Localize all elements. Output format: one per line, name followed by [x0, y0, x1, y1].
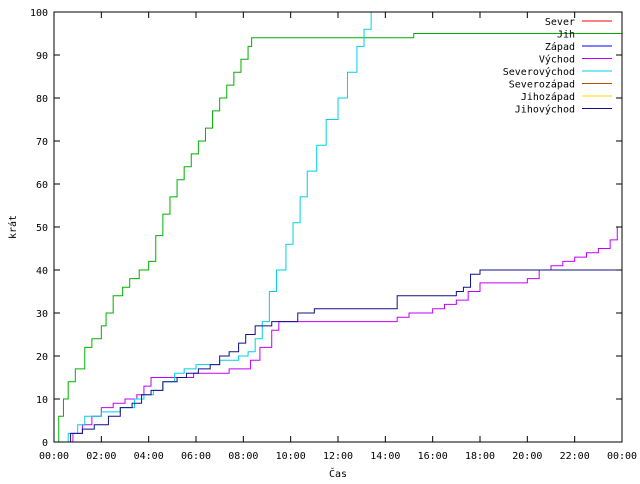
y-tick-label: 60 [36, 180, 48, 191]
x-tick-label: 14:00 [370, 451, 400, 462]
x-tick-label: 22:00 [560, 451, 590, 462]
y-tick-label: 50 [36, 223, 48, 234]
x-tick-label: 12:00 [323, 451, 353, 462]
legend-label: Východ [539, 54, 575, 66]
x-tick-label: 00:00 [607, 451, 637, 462]
series-line-Severovýchod [54, 12, 372, 442]
series-line-Jihovýchod [54, 269, 622, 442]
legend-label: Sever [545, 17, 575, 28]
x-tick-label: 10:00 [276, 451, 306, 462]
y-axis-label: krát [7, 215, 19, 239]
y-tick-label: 70 [36, 137, 48, 148]
x-tick-label: 06:00 [181, 451, 211, 462]
legend-label: Severovýchod [503, 66, 575, 78]
x-tick-label: 08:00 [228, 451, 258, 462]
x-tick-label: 00:00 [39, 451, 69, 462]
x-tick-label: 18:00 [465, 451, 495, 462]
series-group [54, 12, 622, 442]
legend-label: Jih [557, 30, 575, 41]
y-tick-label: 40 [36, 266, 48, 277]
y-tick-label: 20 [36, 352, 48, 363]
legend: Sever JihZápadVýchodSeverovýchodSeverozáp… [503, 17, 612, 116]
legend-label: Jihovýchod [515, 104, 575, 116]
y-tick-label: 80 [36, 94, 48, 105]
x-tick-label: 02:00 [86, 451, 116, 462]
series-line-Východ [54, 218, 622, 442]
y-tick-label: 10 [36, 395, 48, 406]
y-tick-label: 100 [30, 8, 48, 19]
legend-label: Jihozápad [521, 91, 575, 103]
x-tick-label: 20:00 [512, 451, 542, 462]
x-tick-label: 16:00 [418, 451, 448, 462]
series-line-Jih [54, 33, 622, 442]
y-tick-label: 90 [36, 51, 48, 62]
legend-label: Západ [545, 41, 575, 53]
x-axis-label: Čas [329, 467, 347, 480]
y-tick-label: 0 [42, 438, 48, 449]
axes-group: 0 10 20 30 40 50 60 70 80 90 100 00:00 02:00 04:00 06:… [30, 8, 637, 462]
legend-label: Severozápad [509, 79, 575, 91]
y-tick-label: 30 [36, 309, 48, 320]
x-tick-label: 04:00 [134, 451, 164, 462]
